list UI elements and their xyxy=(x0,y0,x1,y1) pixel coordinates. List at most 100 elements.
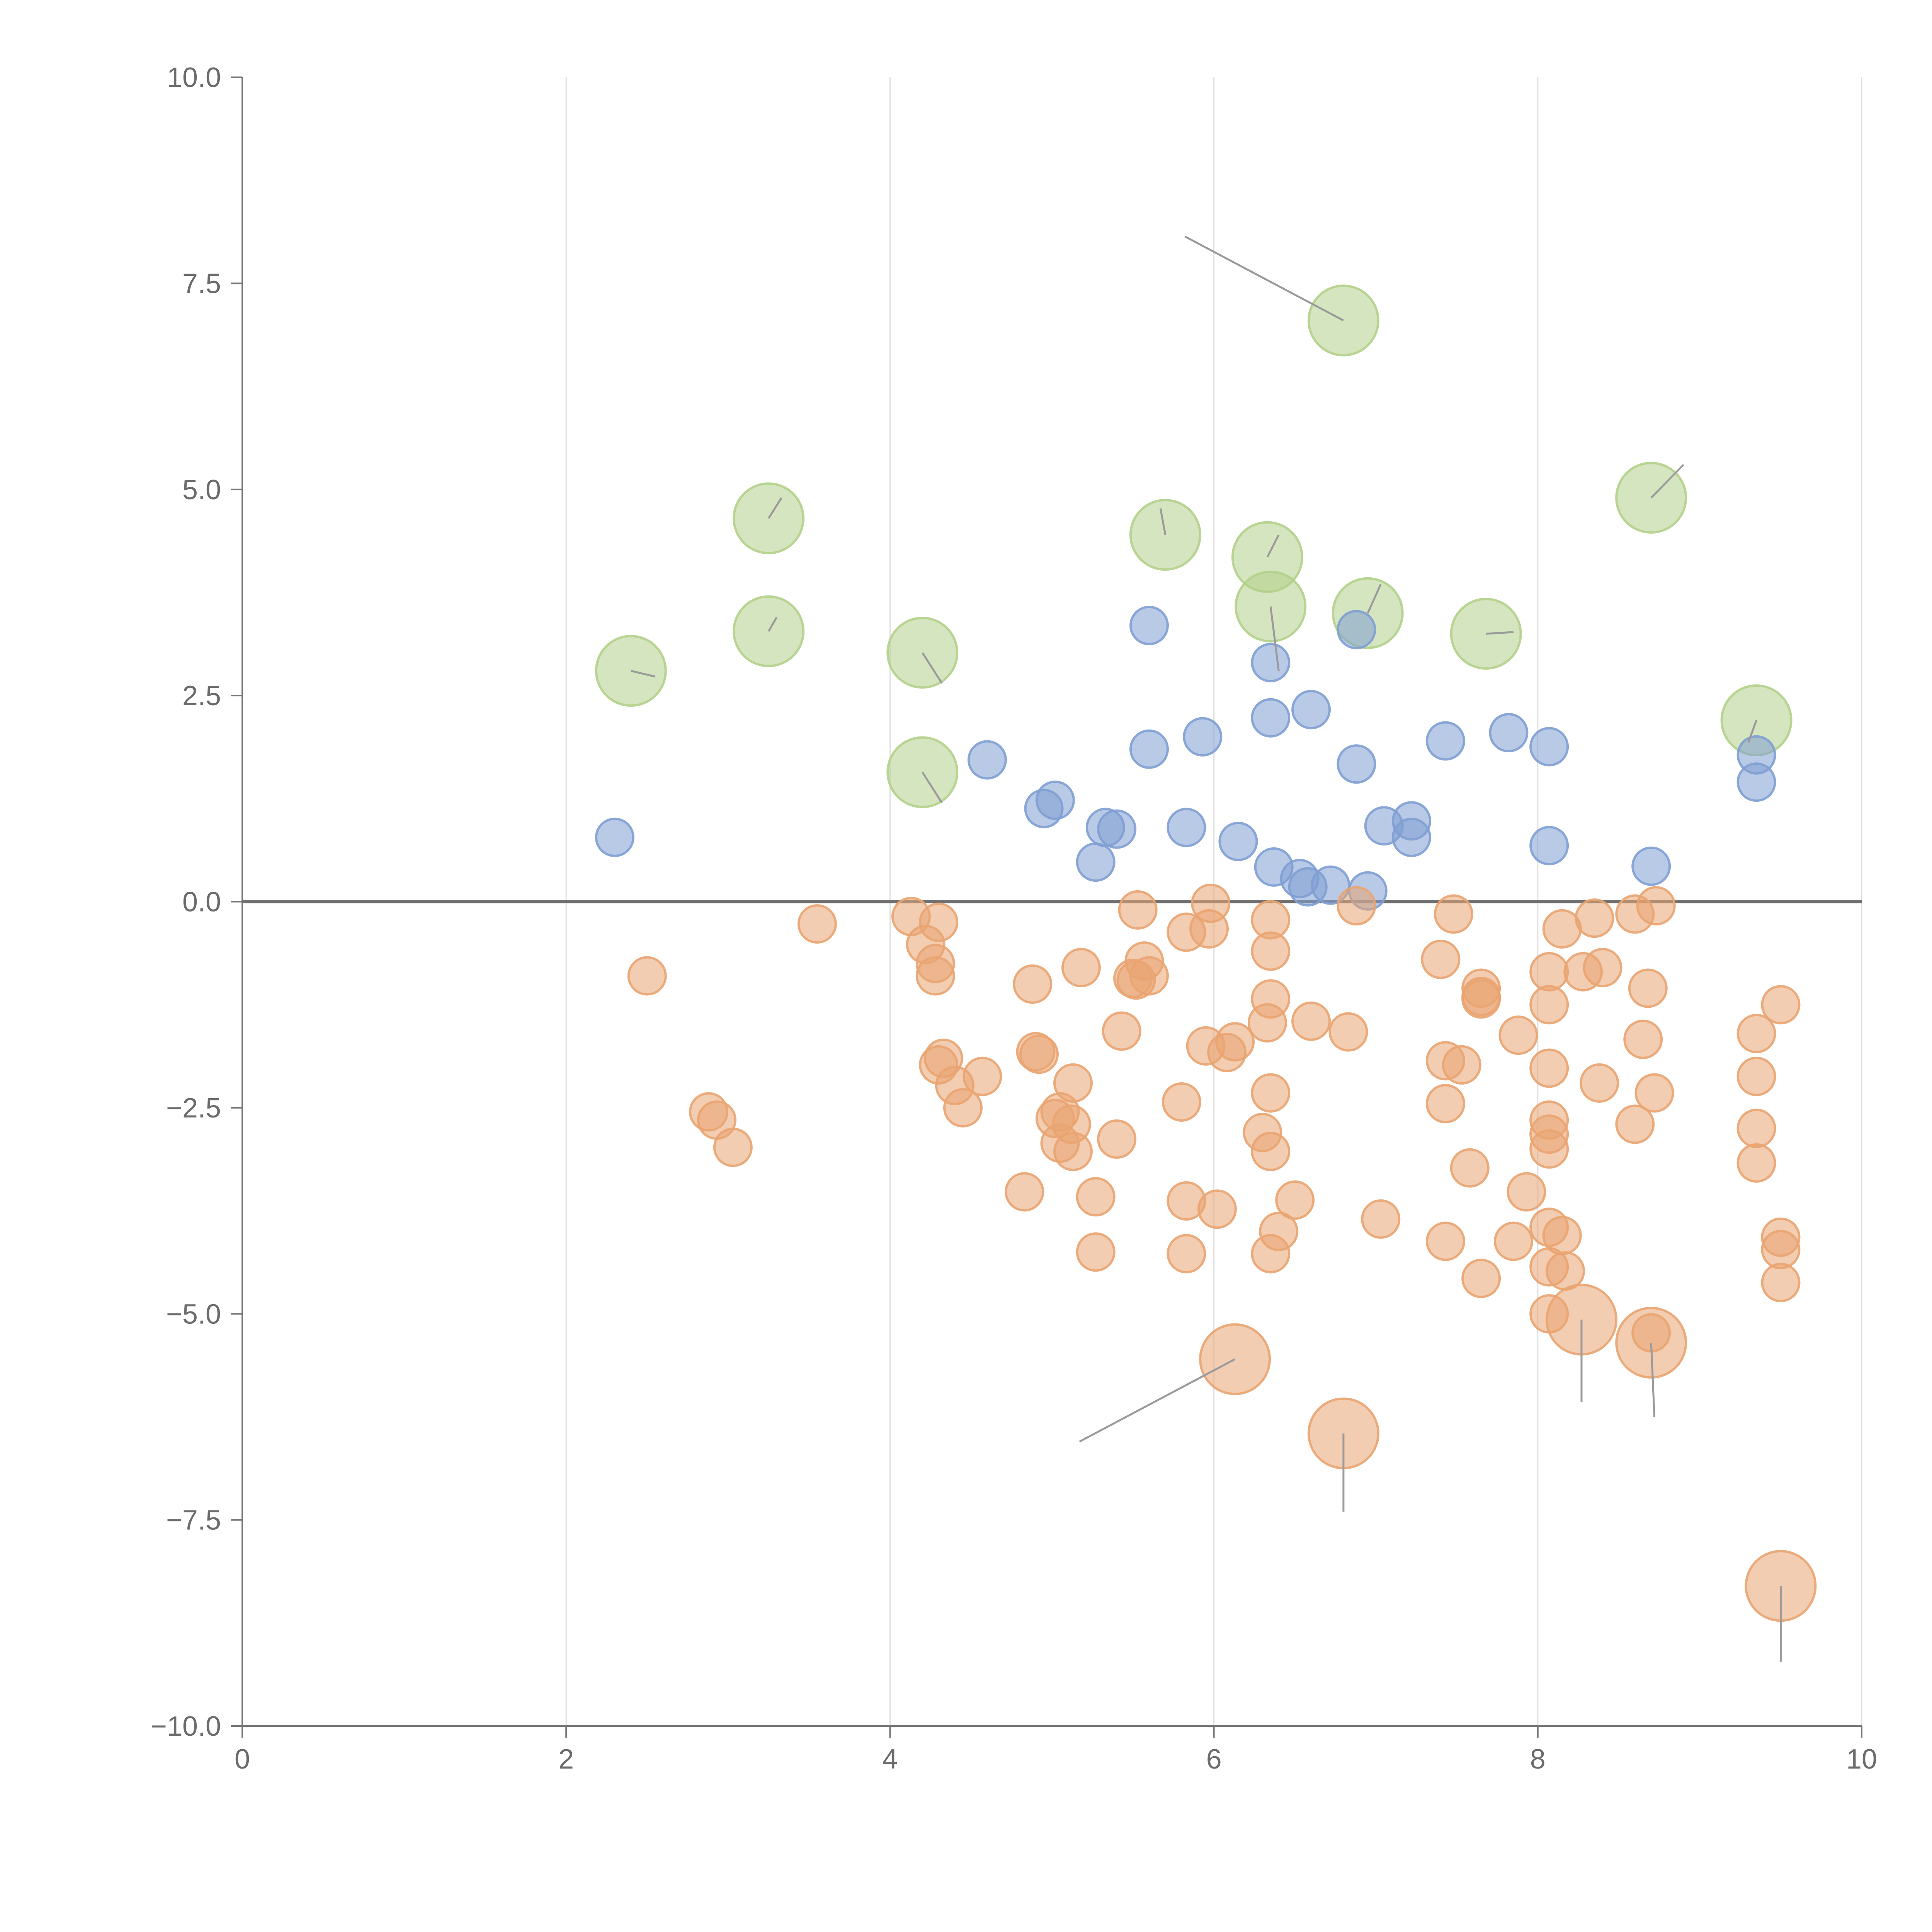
data-point-orange-24 xyxy=(627,956,667,996)
data-point-orange-28 xyxy=(1013,964,1053,1004)
leader-line-13 xyxy=(1079,1358,1236,1443)
data-point-orange-42 xyxy=(1623,1019,1663,1059)
x-tick-label: 0 xyxy=(235,1744,250,1775)
data-point-orange-92 xyxy=(1425,1221,1465,1261)
data-point-orange-80 xyxy=(1450,1148,1490,1188)
leader-line-4 xyxy=(1269,606,1280,671)
data-point-blue-25 xyxy=(1076,842,1116,882)
data-point-orange-77 xyxy=(1251,1131,1291,1171)
series-orange xyxy=(627,883,1801,1353)
data-point-orange-61 xyxy=(943,1088,983,1128)
leader-line-0 xyxy=(1184,235,1344,321)
data-point-blue-0 xyxy=(1129,605,1169,645)
data-point-blue-21 xyxy=(1391,818,1431,857)
leader-layer xyxy=(631,235,1782,1662)
data-point-orange-62 xyxy=(1162,1082,1201,1122)
y-tick-label: −7.5 xyxy=(166,1505,221,1536)
data-point-orange-96 xyxy=(1167,1234,1206,1274)
data-point-orange-50 xyxy=(1442,1045,1481,1085)
data-point-blue-7 xyxy=(1425,721,1465,761)
leader-line-3 xyxy=(1266,534,1280,558)
series-orange-large xyxy=(1199,1284,1817,1622)
y-tick-label: 7.5 xyxy=(182,268,221,299)
data-point-orange-83 xyxy=(1076,1177,1116,1217)
data-point-orange-78 xyxy=(1053,1131,1093,1171)
leader-line-9 xyxy=(631,670,656,678)
data-point-orange-11 xyxy=(1542,909,1582,949)
data-point-orange-79 xyxy=(1736,1143,1776,1183)
data-point-orange-45 xyxy=(1207,1032,1247,1072)
data-point-orange-95 xyxy=(1076,1232,1116,1272)
data-point-orange-84 xyxy=(1275,1180,1315,1220)
data-point-orange-75 xyxy=(713,1128,753,1167)
x-tick-label: 2 xyxy=(558,1744,574,1775)
data-point-blue-23 xyxy=(1218,821,1258,861)
data-point-blue-30 xyxy=(1288,867,1328,907)
data-point-blue-2 xyxy=(1251,643,1291,682)
data-point-orange-52 xyxy=(1529,1048,1569,1088)
data-point-blue-6 xyxy=(1183,717,1223,757)
y-tick-label: −10.0 xyxy=(151,1711,221,1742)
y-tick-label: 0.0 xyxy=(182,887,221,918)
x-tick-label: 6 xyxy=(1206,1744,1222,1775)
data-point-blue-26 xyxy=(1631,846,1671,886)
data-point-orange-34 xyxy=(1529,985,1569,1025)
axis-layer: 0 2 4 6 8 10 10.0 7.5 5.0 2.5 0.0 −2.5 −5.0 −7.5 −10.0 xyxy=(151,62,1877,1775)
data-point-orange-4 xyxy=(1434,894,1473,934)
data-point-orange-27 xyxy=(1116,960,1156,1000)
data-point-blue-11 xyxy=(967,740,1007,780)
data-point-orange-81 xyxy=(1507,1172,1546,1212)
data-point-orange-73 xyxy=(1097,1119,1137,1159)
data-point-blue-9 xyxy=(1129,729,1169,769)
data-point-blue-8 xyxy=(1529,727,1569,767)
leader-line-11 xyxy=(1747,720,1757,743)
data-point-orange-36 xyxy=(1247,1003,1287,1043)
data-point-blue-15 xyxy=(1024,789,1064,828)
x-tick-label: 8 xyxy=(1530,1744,1546,1775)
y-tick-label: 10.0 xyxy=(167,62,221,93)
leader-line-6 xyxy=(767,617,778,632)
data-point-orange-94 xyxy=(1761,1230,1801,1269)
data-point-orange-86 xyxy=(1197,1189,1237,1229)
data-point-orange-16 xyxy=(1421,939,1461,979)
data-point-orange-3 xyxy=(1118,890,1158,930)
y-tick-label: 2.5 xyxy=(182,680,221,711)
data-point-orange-38 xyxy=(1102,1011,1141,1051)
data-point-orange-13 xyxy=(1167,912,1206,952)
data-point-blue-12 xyxy=(1337,744,1376,784)
x-tick-label: 10 xyxy=(1846,1744,1877,1775)
data-point-orange-5 xyxy=(1615,894,1655,934)
leader-line-5 xyxy=(1367,584,1382,614)
series-blue xyxy=(595,605,1776,911)
leader-line-12 xyxy=(922,772,943,803)
data-point-orange-15 xyxy=(1251,931,1291,971)
data-point-orange-82 xyxy=(1005,1172,1044,1212)
data-point-blue-5 xyxy=(1489,713,1529,753)
data-point-orange-2 xyxy=(1337,886,1376,926)
leader-line-8 xyxy=(922,652,943,684)
data-point-orange-69 xyxy=(1615,1104,1655,1144)
data-point-orange-101 xyxy=(1761,1263,1801,1303)
data-point-orange-54 xyxy=(1736,1056,1776,1096)
data-point-orange-100 xyxy=(1461,1259,1501,1298)
data-point-orange-19 xyxy=(1061,948,1101,988)
data-point-blue-19 xyxy=(1097,809,1137,849)
data-point-orange-41 xyxy=(1736,1014,1776,1053)
data-point-orange-70 xyxy=(1736,1109,1776,1148)
data-point-orange-47 xyxy=(1019,1034,1059,1074)
y-tick-label: −5.0 xyxy=(166,1299,221,1330)
data-point-blue-4 xyxy=(1251,698,1291,738)
data-point-orange-60 xyxy=(1251,1073,1291,1113)
data-point-orange-35 xyxy=(1761,985,1801,1025)
data-point-blue-24 xyxy=(1529,826,1569,866)
data-point-blue-13 xyxy=(1736,762,1776,802)
x-tick-label: 4 xyxy=(882,1744,898,1775)
leader-line-1 xyxy=(767,497,782,519)
data-point-orange-21 xyxy=(1529,952,1569,992)
data-point-orange-87 xyxy=(1361,1199,1401,1239)
data-point-blue-22 xyxy=(595,818,634,857)
data-point-blue-3 xyxy=(1291,690,1331,730)
data-point-orange-76 xyxy=(1529,1129,1569,1169)
data-point-orange-40 xyxy=(1498,1015,1538,1055)
